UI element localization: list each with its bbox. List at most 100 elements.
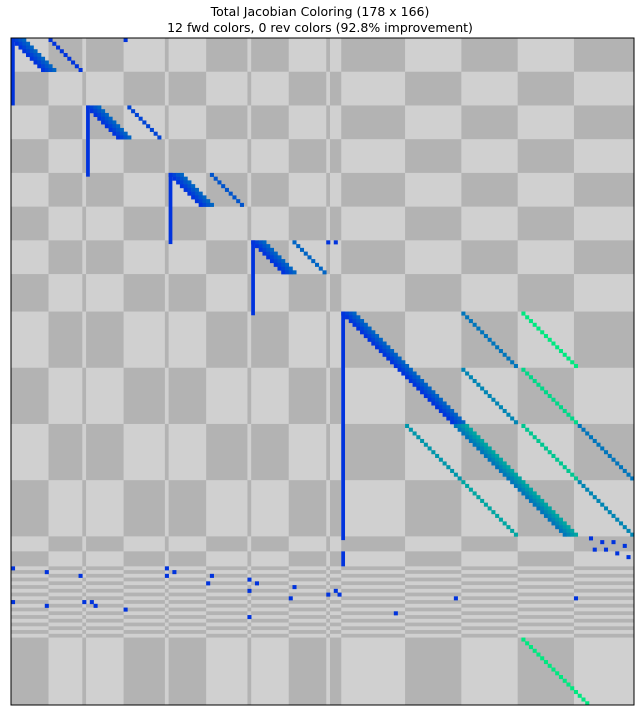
diagonal-run-mark bbox=[269, 247, 275, 252]
block-cell bbox=[164, 577, 170, 582]
diagonal-run-mark bbox=[22, 38, 27, 43]
block-cell bbox=[247, 139, 252, 174]
diagonal-run-mark bbox=[420, 378, 425, 384]
block-cell bbox=[326, 172, 331, 208]
block-cell bbox=[206, 600, 248, 605]
diagonal-run-mark bbox=[476, 446, 481, 451]
block-cell bbox=[288, 570, 327, 575]
diagonal-run-mark bbox=[480, 450, 485, 455]
block-cell bbox=[123, 71, 166, 106]
block-cell bbox=[251, 585, 290, 590]
block-cell bbox=[251, 566, 290, 571]
thin-diagonal-mark bbox=[615, 461, 620, 466]
diagonal-run-mark bbox=[348, 311, 353, 316]
thin-diagonal-mark bbox=[543, 390, 548, 395]
block-cell bbox=[573, 367, 635, 425]
diagonal-run-mark bbox=[52, 67, 57, 73]
block-cell bbox=[206, 274, 248, 312]
block-cell bbox=[573, 607, 635, 612]
diagonal-run-mark bbox=[116, 124, 121, 129]
block-cell bbox=[82, 480, 87, 537]
block-cell bbox=[86, 596, 124, 601]
block-cell bbox=[247, 570, 252, 575]
diagonal-run-mark bbox=[540, 502, 545, 507]
thin-diagonal-mark bbox=[221, 184, 226, 189]
diagonal-run-mark bbox=[284, 262, 290, 267]
block-cell bbox=[86, 274, 124, 312]
diagonal-run-mark bbox=[442, 401, 447, 406]
scatter-point-mark bbox=[603, 547, 609, 552]
block-cell bbox=[517, 240, 575, 275]
block-cell bbox=[573, 626, 635, 631]
block-cell bbox=[123, 607, 166, 612]
diagonal-run-mark bbox=[528, 498, 533, 503]
block-cell bbox=[82, 38, 87, 73]
block-cell bbox=[517, 570, 575, 575]
thin-diagonal-mark bbox=[551, 667, 556, 672]
diagonal-run-mark bbox=[517, 476, 522, 481]
block-cell bbox=[341, 274, 406, 312]
block-cell bbox=[206, 626, 248, 631]
block-cell bbox=[517, 630, 575, 635]
block-cell bbox=[517, 573, 575, 578]
diagonal-run-mark bbox=[37, 64, 42, 69]
block-cell bbox=[573, 38, 635, 73]
diagonal-run-mark bbox=[558, 528, 563, 533]
block-cell bbox=[123, 615, 166, 620]
thin-diagonal-mark bbox=[487, 393, 492, 399]
diagonal-run-mark bbox=[258, 247, 263, 252]
diagonal-run-mark bbox=[172, 176, 177, 181]
block-cell bbox=[123, 637, 166, 706]
thin-diagonal-mark bbox=[498, 405, 503, 410]
block-cell bbox=[573, 573, 635, 578]
block-cell bbox=[82, 603, 87, 608]
thin-diagonal-mark bbox=[510, 360, 515, 365]
diagonal-run-mark bbox=[405, 375, 410, 380]
block-cell bbox=[330, 622, 342, 627]
thin-diagonal-mark bbox=[611, 513, 616, 518]
diagonal-run-mark bbox=[352, 319, 357, 324]
thin-diagonal-mark bbox=[600, 502, 605, 507]
block-cell bbox=[11, 596, 49, 601]
block-cell bbox=[86, 206, 124, 241]
block-cell bbox=[11, 588, 49, 593]
scatter-point-mark bbox=[206, 581, 211, 586]
block-cell bbox=[11, 626, 49, 631]
thin-diagonal-mark bbox=[588, 435, 594, 440]
block-cell bbox=[341, 592, 406, 597]
block-cell bbox=[164, 607, 170, 612]
block-cell bbox=[405, 105, 462, 140]
diagonal-run-mark bbox=[547, 513, 552, 518]
block-cell bbox=[48, 618, 83, 623]
block-cell bbox=[405, 596, 462, 601]
block-cell bbox=[341, 105, 406, 140]
thin-diagonal-mark bbox=[123, 38, 128, 43]
diagonal-run-mark bbox=[179, 176, 184, 181]
block-cell bbox=[82, 611, 87, 616]
block-cell bbox=[461, 630, 519, 635]
block-cell bbox=[326, 551, 331, 567]
diagonal-run-mark bbox=[108, 120, 113, 125]
diagonal-run-mark bbox=[517, 480, 522, 485]
block-cell bbox=[82, 105, 87, 140]
block-cell bbox=[330, 573, 342, 578]
diagonal-run-mark bbox=[423, 386, 428, 391]
diagonal-run-mark bbox=[44, 60, 49, 65]
block-cell bbox=[168, 240, 207, 275]
block-cell bbox=[206, 618, 248, 623]
diagonal-run-mark bbox=[29, 56, 34, 61]
block-cell bbox=[405, 622, 462, 627]
block-cell bbox=[341, 566, 406, 571]
block-cell bbox=[48, 570, 83, 575]
diagonal-run-mark bbox=[480, 438, 485, 443]
diagonal-run-mark bbox=[273, 259, 278, 264]
thin-diagonal-mark bbox=[506, 356, 511, 361]
thin-diagonal-mark bbox=[528, 431, 533, 436]
thin-diagonal-mark bbox=[547, 450, 552, 455]
block-cell bbox=[168, 274, 207, 312]
block-cell bbox=[517, 172, 575, 208]
block-cell bbox=[341, 536, 406, 552]
scatter-point-mark bbox=[626, 555, 631, 560]
diagonal-run-mark bbox=[352, 315, 357, 320]
diagonal-run-mark bbox=[262, 244, 267, 249]
